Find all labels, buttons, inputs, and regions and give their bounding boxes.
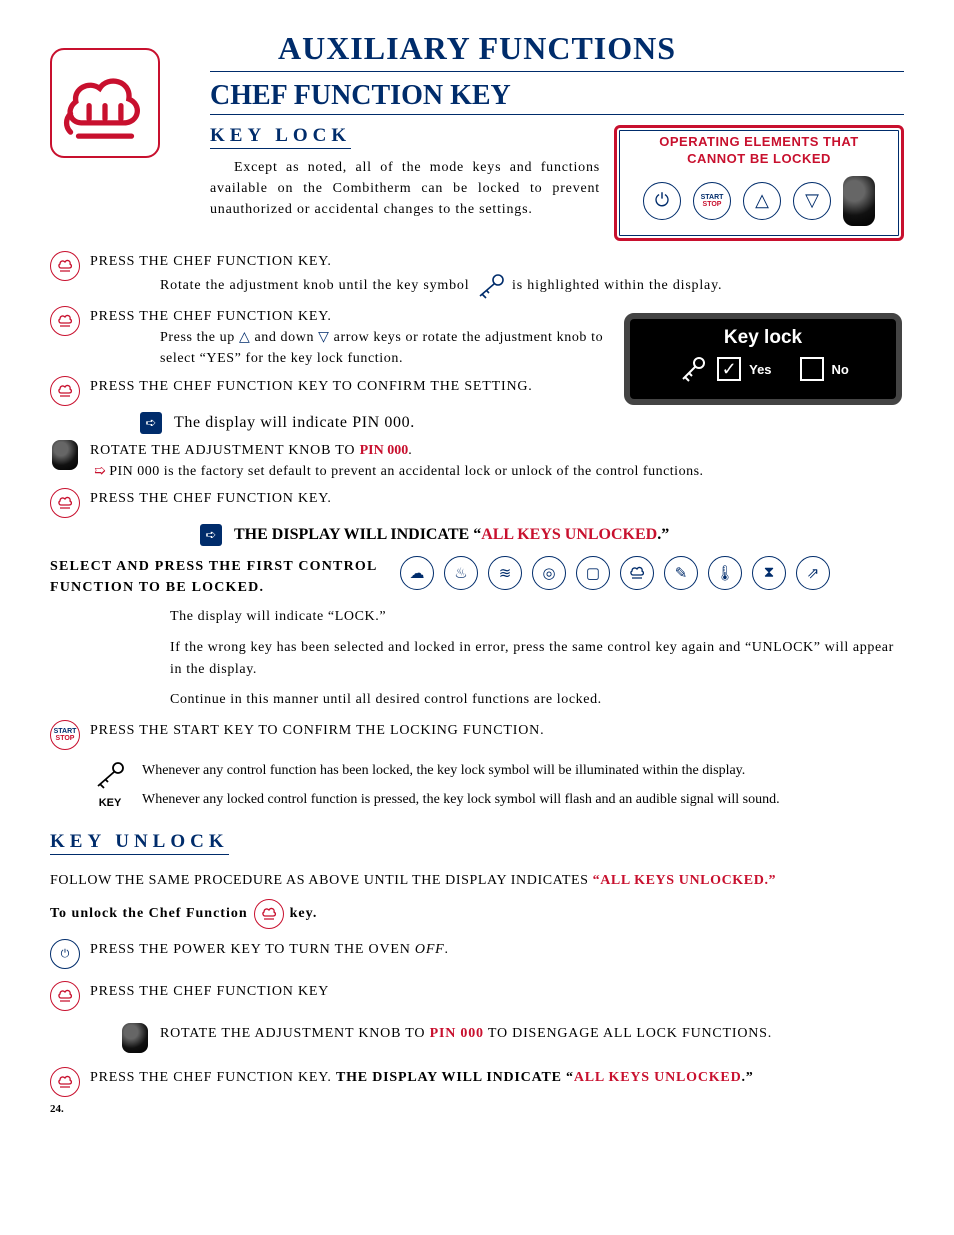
arrow-icon: ➯ xyxy=(94,464,106,479)
arrow-icon: ➪ xyxy=(140,412,162,434)
sub-title: CHEF FUNCTION KEY xyxy=(210,80,904,112)
key-label: KEY xyxy=(90,797,130,809)
triangle-down-icon: ▽ xyxy=(793,182,831,220)
convection-icon: ≋ xyxy=(488,556,522,590)
program-icon: ▢ xyxy=(576,556,610,590)
u-step1-b: . xyxy=(445,942,449,957)
step3-caps: PRESS THE CHEF FUNCTION KEY TO CONFIRM T… xyxy=(90,379,533,394)
key-symbol-icon xyxy=(474,272,508,300)
step4-sub: PIN 000 is the factory set default to pr… xyxy=(109,464,703,479)
unlock-l1r: “ALL KEYS UNLOCKED.” xyxy=(593,873,777,888)
step4-red: PIN 000 xyxy=(360,443,409,458)
key-icon xyxy=(677,355,709,383)
keylock-intro: Except as noted, all of the mode keys an… xyxy=(210,157,600,220)
knob-icon xyxy=(120,1023,150,1053)
triangle-up-icon: △ xyxy=(743,182,781,220)
step6-caps: PRESS THE START KEY TO CONFIRM THE LOCKI… xyxy=(90,723,544,738)
triangle-down-icon xyxy=(318,330,329,345)
chef-key-icon xyxy=(50,306,80,336)
combi-icon: ♨ xyxy=(444,556,478,590)
yes-label: Yes xyxy=(749,362,771,377)
step4-a: ROTATE THE ADJUSTMENT KNOB TO xyxy=(90,443,360,458)
u-step4-b: THE DISPLAY WILL INDICATE “ xyxy=(336,1070,574,1085)
step1-sub-b: is highlighted within the display. xyxy=(512,278,722,293)
u-step4-red: ALL KEYS UNLOCKED xyxy=(574,1070,742,1085)
step1-sub-a: Rotate the adjustment knob until the key… xyxy=(160,278,469,293)
startstop-icon: START STOP xyxy=(50,720,80,750)
keylock-symbol: KEY xyxy=(90,760,130,809)
no-checkbox xyxy=(800,357,824,381)
step1-caps: PRESS THE CHEF FUNCTION KEY. xyxy=(90,254,332,269)
redbox-title-l2: CANNOT BE LOCKED xyxy=(687,151,831,166)
temp-icon: 🌡 xyxy=(708,556,742,590)
arrow-icon: ➪ xyxy=(200,524,222,546)
chef-icon xyxy=(620,556,654,590)
no-label: No xyxy=(832,362,849,377)
unlock-l2b: key. xyxy=(290,906,318,922)
step5-red: ALL KEYS UNLOCKED xyxy=(481,526,657,543)
startstop-l1: START xyxy=(54,728,77,735)
indent3: Continue in this manner until all desire… xyxy=(170,689,904,711)
indent1: The display will indicate “LOCK.” xyxy=(170,606,904,628)
keylock-display-panel: Key lock ✓ Yes No xyxy=(624,313,902,405)
main-title: AUXILIARY FUNCTIONS xyxy=(50,30,904,67)
chef-key-icon xyxy=(50,981,80,1011)
u-step4-a: PRESS THE CHEF FUNCTION KEY. xyxy=(90,1070,336,1085)
step2-a: Press the up xyxy=(160,330,239,345)
chef-key-icon xyxy=(50,488,80,518)
redbox-title-l1: OPERATING ELEMENTS THAT xyxy=(659,134,859,149)
triangle-up-icon xyxy=(239,330,250,345)
yes-checkbox: ✓ xyxy=(717,357,741,381)
key-note2: Whenever any locked control function is … xyxy=(142,789,780,811)
u-step2: PRESS THE CHEF FUNCTION KEY xyxy=(90,981,904,1002)
step4-b: . xyxy=(408,443,412,458)
unlock-l1a: FOLLOW THE SAME PROCEDURE AS ABOVE UNTIL… xyxy=(50,873,593,888)
fan-icon: ◎ xyxy=(532,556,566,590)
steam-icon: ☁ xyxy=(400,556,434,590)
chef-hat-icon xyxy=(52,50,158,156)
startstop-l2: STOP xyxy=(56,735,75,742)
probe-icon: ⇗ xyxy=(796,556,830,590)
chef-key-icon xyxy=(50,251,80,281)
key-note1: Whenever any control function has been l… xyxy=(142,760,780,782)
u-step3-b: TO DISENGAGE ALL LOCK FUNCTIONS. xyxy=(484,1026,772,1041)
indent2: If the wrong key has been selected and l… xyxy=(170,637,904,682)
select-text: SELECT AND PRESS THE FIRST CONTROL FUNCT… xyxy=(50,556,380,598)
u-step1-off: OFF xyxy=(415,942,445,957)
step2-yes: YES xyxy=(206,351,234,366)
chef-key-icon xyxy=(50,1067,80,1097)
function-icon-row: ☁ ♨ ≋ ◎ ▢ ✎ 🌡 ⧗ ⇗ xyxy=(400,556,830,590)
keyunlock-heading: KEY UNLOCK xyxy=(50,831,229,855)
rule xyxy=(210,114,904,115)
u-step1-a: PRESS THE POWER KEY TO TURN THE OVEN xyxy=(90,942,415,957)
panel-title: Key lock xyxy=(644,327,882,349)
knob-icon xyxy=(843,176,875,226)
chef-key-icon xyxy=(254,899,284,929)
u-step3-red: PIN 000 xyxy=(430,1026,484,1041)
rule xyxy=(210,71,904,72)
u-step3-a: ROTATE THE ADJUSTMENT KNOB TO xyxy=(160,1026,430,1041)
chef-key-icon xyxy=(50,376,80,406)
chef-logo-box xyxy=(50,48,160,158)
step5-a: THE DISPLAY WILL INDICATE “ xyxy=(234,526,481,543)
power-icon: ⏻ xyxy=(643,182,681,220)
step5-b: .” xyxy=(657,526,669,543)
knob-icon xyxy=(50,440,80,470)
edit-icon: ✎ xyxy=(664,556,698,590)
startstop-icon: START STOP xyxy=(693,182,731,220)
step2-b: and down xyxy=(250,330,318,345)
timer-icon: ⧗ xyxy=(752,556,786,590)
step2-caps: PRESS THE CHEF FUNCTION KEY. xyxy=(90,309,332,324)
unlock-l2a: To unlock the Chef Function xyxy=(50,906,248,922)
step2-d: ” for the key lock function. xyxy=(235,351,403,366)
startstop-l1: START xyxy=(701,194,724,201)
cannot-lock-box: OPERATING ELEMENTS THAT CANNOT BE LOCKED… xyxy=(614,125,904,241)
step3-sub: The display will indicate PIN 000. xyxy=(174,414,415,431)
u-step4-c: .” xyxy=(741,1070,753,1085)
step5-caps: PRESS THE CHEF FUNCTION KEY. xyxy=(90,491,332,506)
keylock-heading: KEY LOCK xyxy=(210,125,351,149)
page-number: 24. xyxy=(50,1103,904,1115)
power-icon: ⏻ xyxy=(50,939,80,969)
startstop-l2: STOP xyxy=(703,201,722,208)
